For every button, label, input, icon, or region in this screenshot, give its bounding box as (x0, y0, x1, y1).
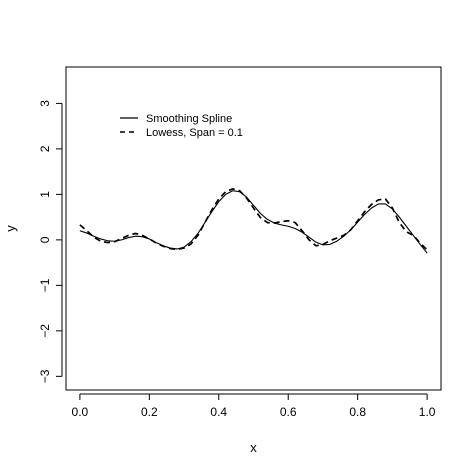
x-tick-label: 1.0 (419, 405, 436, 419)
y-tick-label: 2 (38, 145, 52, 152)
x-tick-label: 0.2 (141, 405, 158, 419)
legend-label-lowess: Lowess, Span = 0.1 (146, 127, 243, 139)
series-layer (79, 188, 428, 254)
x-tick-label: 0.6 (280, 405, 297, 419)
y-tick-label: −1 (38, 278, 52, 292)
y-tick-label: −2 (38, 324, 52, 338)
x-tick-label: 0.0 (72, 405, 89, 419)
x-axis-label: x (250, 440, 257, 455)
y-tick-label: −3 (38, 369, 52, 383)
x-axis: 0.0 0.2 0.4 0.6 0.8 1.0 (72, 393, 436, 419)
x-tick-label: 0.4 (210, 405, 227, 419)
y-axis-label: y (3, 225, 18, 232)
series-line-lowess (79, 188, 428, 251)
y-tick-label: 1 (38, 191, 52, 198)
x-tick-label: 0.8 (349, 405, 366, 419)
legend: Smoothing Spline Lowess, Span = 0.1 (120, 113, 243, 139)
legend-label-smoothing-spline: Smoothing Spline (146, 113, 232, 125)
y-tick-label: 0 (38, 236, 52, 243)
series-line-smoothing-spline (79, 190, 428, 254)
y-tick-label: 3 (38, 100, 52, 107)
plot-frame (65, 66, 442, 391)
y-axis: −3 −2 −1 0 1 2 3 (38, 100, 63, 383)
